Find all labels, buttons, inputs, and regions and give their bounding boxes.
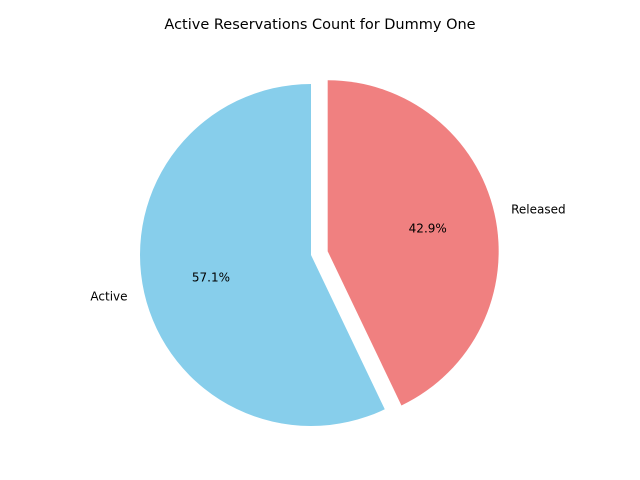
percent-label-released: 42.9% bbox=[409, 222, 447, 236]
slice-label-active: Active bbox=[90, 290, 127, 304]
slice-label-released: Released bbox=[511, 203, 566, 217]
pie-slice-active bbox=[140, 84, 385, 426]
chart-title: Active Reservations Count for Dummy One bbox=[164, 17, 475, 33]
pie-labels: Active 57.1% Released 42.9% bbox=[90, 203, 565, 304]
percent-label-active: 57.1% bbox=[192, 271, 230, 285]
pie-slices bbox=[140, 80, 499, 426]
pie-slice-released bbox=[327, 80, 499, 406]
